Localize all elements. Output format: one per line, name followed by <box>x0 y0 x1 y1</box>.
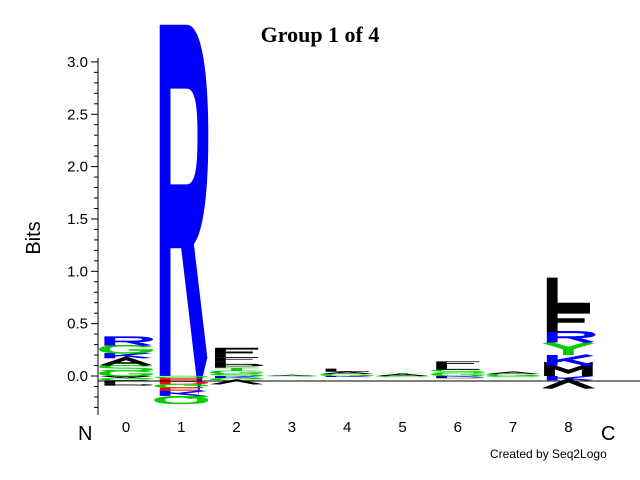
logo-letter-K <box>436 375 484 378</box>
letter-stacks <box>98 24 596 405</box>
credit-text: Created by Seq2Logo <box>490 447 607 461</box>
logo-letter-S <box>264 375 319 377</box>
logo-letter-R <box>546 330 596 344</box>
logo-letter-A <box>320 371 374 374</box>
logo-letter-P <box>436 377 485 379</box>
y-tick-label: 0.5 <box>67 316 88 333</box>
logo-letter-G <box>209 377 264 381</box>
y-tick-label: 0.0 <box>67 368 88 385</box>
y-tick-label: 1.5 <box>67 211 88 228</box>
c-terminus-label: C <box>601 423 615 445</box>
x-tick-label: 6 <box>454 419 462 436</box>
logo-letter-S <box>375 375 430 378</box>
x-axis: 0 1 2 3 4 5 6 7 8 <box>122 419 573 436</box>
logo-letter-R <box>104 336 154 347</box>
logo-letter-K <box>104 352 152 359</box>
x-tick-label: 0 <box>122 419 130 436</box>
logo-letter-A <box>265 374 319 377</box>
logo-letter-V <box>209 379 264 385</box>
logo-letter-F <box>215 347 259 358</box>
logo-letter-F <box>436 361 480 366</box>
y-tick-label: 3.0 <box>67 54 88 71</box>
x-tick-label: 4 <box>343 419 351 436</box>
x-tick-label: 5 <box>398 419 406 436</box>
logo-letter-S <box>154 375 209 379</box>
logo-letter-G <box>486 373 541 377</box>
x-tick-label: 1 <box>177 419 185 436</box>
logo-letter-S <box>486 375 541 378</box>
logo-letter-Y <box>542 341 595 356</box>
logo-letter-S <box>430 369 485 374</box>
x-tick-label: 7 <box>509 419 517 436</box>
logo-letter-T <box>380 372 425 374</box>
logo-letter-L <box>546 277 591 309</box>
x-tick-label: 3 <box>288 419 296 436</box>
n-terminus-label: N <box>78 423 92 445</box>
logo-letter-L <box>436 365 480 370</box>
logo-letter-G <box>320 373 375 377</box>
logo-letter-D <box>159 381 209 385</box>
logo-letter-K <box>159 390 208 397</box>
logo-letter-G <box>209 370 264 375</box>
y-axis: 3.0 2.5 2.0 1.5 1.0 0.5 0.0 <box>67 54 99 415</box>
logo-letter-L <box>325 368 369 372</box>
logo-letter-S <box>98 365 154 372</box>
logo-letter-R <box>159 24 209 395</box>
x-tick-label: 2 <box>232 419 240 436</box>
logo-letter-P <box>215 364 264 368</box>
logo-letter-P <box>104 383 154 386</box>
y-tick-label: 2.5 <box>67 106 88 123</box>
logo-letter-A <box>99 356 153 366</box>
logo-letter-G <box>430 372 485 377</box>
logo-letter-G <box>154 384 209 388</box>
logo-letter-A <box>375 373 430 377</box>
logo-letter-Q <box>154 395 210 405</box>
logo-letter-M <box>544 361 593 376</box>
logo-letter-K <box>215 375 263 379</box>
y-tick-label: 2.0 <box>67 159 88 176</box>
logo-letter-K <box>325 375 373 378</box>
logo-letter-G <box>98 370 154 377</box>
y-tick-label: 1.0 <box>67 263 88 280</box>
logo-letter-A <box>486 371 540 374</box>
logo-letter-T <box>215 367 259 371</box>
logo-letter-V <box>541 377 596 389</box>
chart-title: Group 1 of 4 <box>261 22 380 47</box>
x-tick-label: 8 <box>564 419 572 436</box>
logo-letter-E <box>159 387 203 391</box>
logo-letter-L <box>215 361 259 365</box>
logo-letter-G <box>98 344 154 354</box>
logo-letter-K <box>546 354 595 367</box>
logo-letter-F <box>215 357 259 362</box>
logo-letter-F <box>546 308 591 333</box>
logo-letter-G <box>98 377 154 381</box>
logo-letter-K <box>546 375 595 381</box>
y-axis-label: Bits <box>23 221 45 254</box>
